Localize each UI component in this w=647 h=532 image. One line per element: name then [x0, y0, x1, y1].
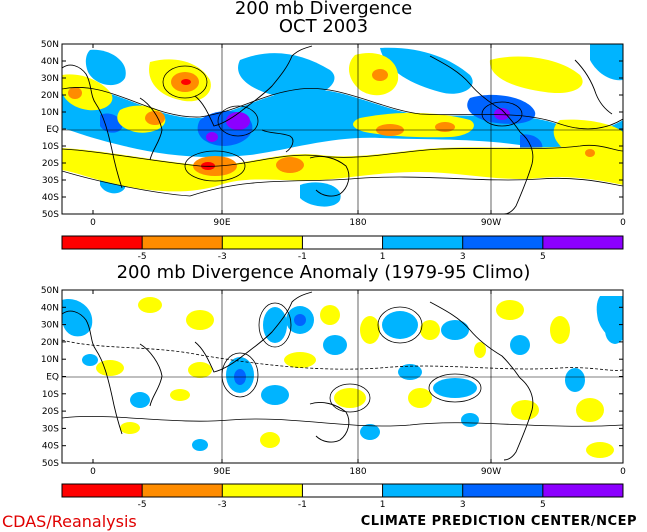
top-map-lon-label: 90E — [213, 218, 230, 228]
bottom-colorbar-swatch — [382, 484, 463, 497]
bottom-map-lat-label: 50N — [41, 286, 59, 296]
bottom-map-lat-label: 40N — [41, 303, 59, 313]
top-map-lat-label: 20S — [42, 159, 59, 169]
bottom-colorbar: -5 -3 -1 1 3 5 — [61, 483, 624, 510]
top-map-title-line1: 200 mb Divergence — [234, 0, 413, 19]
top-map-frame — [61, 43, 624, 215]
top-colorbar-swatch — [222, 236, 303, 249]
top-map-grid — [62, 44, 623, 214]
bottom-colorbar-swatch — [462, 484, 543, 497]
bottom-map-lon-label: 180 — [349, 467, 366, 477]
top-map-lon-label: 0 — [620, 218, 626, 228]
top-colorbar-swatch — [302, 236, 383, 249]
top-colorbar-tick-label: -1 — [298, 252, 307, 262]
bottom-map-shading — [62, 290, 623, 463]
bottom-map-lat-label: 20N — [41, 338, 59, 348]
cdas-reanalysis-label: CDAS/Reanalysis — [2, 512, 137, 531]
top-colorbar-swatch — [462, 236, 543, 249]
top-map-lat-label: 30N — [41, 74, 59, 84]
top-map-lat-label: 40N — [41, 57, 59, 67]
top-colorbar-swatch — [62, 236, 143, 249]
bottom-map-lon-label: 0 — [620, 467, 626, 477]
bottom-colorbar-tick-label: -3 — [218, 500, 227, 510]
bottom-map-lat-label: 40S — [42, 442, 59, 452]
bottom-colorbar-swatch — [142, 484, 223, 497]
top-map-lat-label: 10S — [42, 142, 59, 152]
bottom-colorbar-swatch — [542, 484, 623, 497]
bottom-map-grid — [62, 290, 623, 463]
bottom-map-lat-label: 10S — [42, 390, 59, 400]
bottom-map-lon-label: 90E — [213, 467, 230, 477]
bottom-colorbar-tick-label: -5 — [138, 500, 147, 510]
top-colorbar-tick-label: 5 — [540, 252, 546, 262]
bottom-colorbar-tick-label: 5 — [540, 500, 546, 510]
cpc-ncep-label: CLIMATE PREDICTION CENTER/NCEP — [360, 514, 637, 529]
bottom-colorbar-swatch — [222, 484, 303, 497]
bottom-colorbar-tick-label: 1 — [380, 500, 386, 510]
top-colorbar: -5 -3 -1 1 3 5 — [61, 235, 624, 262]
top-colorbar-swatch — [382, 236, 463, 249]
bottom-colorbar-tick-label: 3 — [460, 500, 466, 510]
bottom-map-lat-label: 10N — [41, 355, 59, 365]
bottom-map-lon-label: 0 — [90, 467, 96, 477]
top-map-lat-label: 30S — [42, 176, 59, 186]
top-map-lon-label: 180 — [349, 218, 366, 228]
bottom-map-lat-label: 30N — [41, 321, 59, 331]
top-map-shading — [62, 44, 623, 214]
top-map-lon-label: 0 — [90, 218, 96, 228]
bottom-colorbar-swatch — [62, 484, 143, 497]
top-map-lat-label: 40S — [42, 193, 59, 203]
bottom-map-title: 200 mb Divergence Anomaly (1979-95 Climo… — [116, 262, 531, 283]
top-map-lat-label: 50N — [41, 40, 59, 50]
bottom-colorbar-swatch — [302, 484, 383, 497]
bottom-map-lon-label: 90W — [481, 467, 501, 477]
top-colorbar-tick-label: -5 — [138, 252, 147, 262]
top-colorbar-swatch — [142, 236, 223, 249]
top-map-title-line2: OCT 2003 — [278, 16, 369, 37]
bottom-map-frame — [61, 289, 624, 464]
bottom-map-lat-label: EQ — [46, 373, 59, 383]
top-map-lon-label: 90W — [481, 218, 501, 228]
top-map-lat-label: EQ — [46, 125, 59, 135]
top-colorbar-tick-label: 1 — [380, 252, 386, 262]
bottom-map-lat-label: 20S — [42, 407, 59, 417]
bottom-map-lat-label: 50S — [42, 459, 59, 469]
bottom-map-lat-label: 30S — [42, 424, 59, 434]
top-map-lat-label: 20N — [41, 91, 59, 101]
top-colorbar-tick-label: -3 — [218, 252, 227, 262]
top-colorbar-swatch — [542, 236, 623, 249]
bottom-colorbar-tick-label: -1 — [298, 500, 307, 510]
top-colorbar-tick-label: 3 — [460, 252, 466, 262]
top-map-lat-label: 50S — [42, 210, 59, 220]
top-map-lat-label: 10N — [41, 108, 59, 118]
